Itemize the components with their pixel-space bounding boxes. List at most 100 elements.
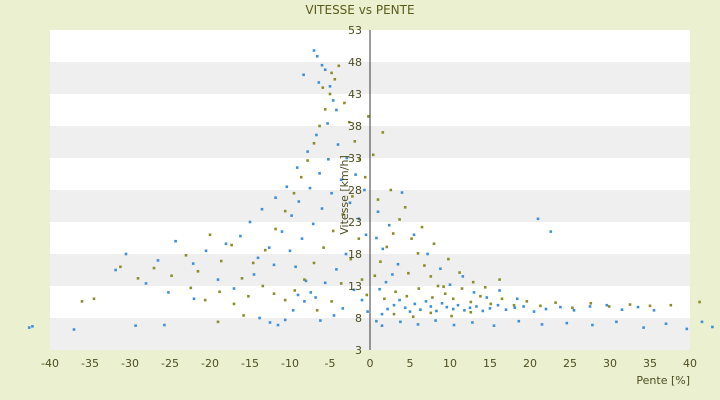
data-point	[272, 292, 276, 295]
data-point	[605, 303, 609, 307]
data-point	[283, 318, 287, 322]
data-point	[513, 306, 517, 310]
data-point	[297, 200, 301, 203]
data-point	[378, 287, 381, 291]
data-point	[320, 63, 324, 67]
data-point	[400, 191, 404, 194]
data-point	[698, 300, 701, 304]
data-point	[295, 166, 299, 169]
data-point	[318, 172, 321, 175]
data-point	[321, 86, 325, 89]
data-point	[416, 323, 420, 326]
data-point	[405, 294, 409, 298]
y-tick-label: 53	[348, 24, 362, 37]
data-point	[335, 108, 338, 112]
data-point	[283, 298, 287, 302]
data-point	[156, 259, 160, 262]
data-point	[31, 325, 34, 328]
data-point	[196, 269, 200, 273]
data-point	[192, 297, 196, 301]
data-point	[328, 85, 332, 88]
data-point	[386, 307, 389, 311]
data-point	[341, 213, 345, 216]
data-point	[394, 290, 397, 294]
data-point	[216, 278, 220, 281]
data-point	[323, 281, 327, 285]
data-point	[426, 252, 429, 256]
data-point	[385, 245, 389, 249]
data-point	[363, 188, 366, 192]
data-point	[319, 319, 322, 322]
data-point	[331, 229, 335, 233]
data-point	[251, 261, 255, 265]
data-point	[174, 239, 177, 243]
data-point	[240, 277, 244, 280]
data-point	[456, 303, 460, 307]
data-point	[429, 275, 433, 278]
x-axis-title: Pente [%]	[636, 374, 690, 387]
y-tick-label: 13	[348, 280, 362, 293]
data-point	[589, 301, 593, 305]
data-point	[300, 237, 304, 240]
data-point	[268, 321, 272, 324]
data-point	[403, 306, 407, 310]
data-point	[299, 175, 303, 179]
data-point	[498, 278, 501, 281]
data-point	[525, 300, 529, 303]
data-point	[572, 309, 576, 312]
y-tick-label: 48	[348, 56, 362, 69]
data-point	[365, 293, 369, 297]
data-point	[451, 297, 455, 301]
data-point	[323, 108, 327, 111]
data-point	[357, 217, 361, 221]
data-point	[380, 324, 384, 327]
data-point	[312, 261, 316, 265]
data-point	[458, 271, 461, 274]
data-point	[347, 120, 351, 124]
data-point	[445, 305, 449, 309]
data-point	[398, 218, 401, 221]
data-point	[432, 242, 436, 246]
data-point	[364, 233, 368, 237]
data-point	[403, 205, 407, 209]
data-point	[434, 319, 437, 322]
data-point	[315, 133, 318, 137]
data-point	[274, 196, 277, 199]
data-point	[571, 306, 574, 310]
data-point	[152, 266, 156, 270]
data-point	[375, 319, 378, 323]
x-tick-label: 20	[523, 357, 537, 370]
data-point	[544, 307, 548, 311]
data-point	[448, 283, 452, 287]
data-point	[170, 274, 173, 278]
data-point	[252, 273, 256, 276]
data-point	[424, 300, 428, 303]
data-point	[272, 263, 276, 267]
data-point	[341, 307, 345, 310]
y-tick-labels: 53 48 43 38 33 28 23 18 13 8 3	[348, 24, 362, 357]
x-tick-label: -25	[161, 357, 179, 370]
data-point	[472, 291, 476, 294]
data-point	[607, 305, 611, 308]
data-point	[291, 309, 295, 312]
data-point	[522, 305, 525, 308]
data-point	[664, 322, 668, 326]
data-point	[412, 233, 416, 237]
data-point	[330, 300, 333, 303]
x-tick-label: -10	[281, 357, 299, 370]
data-point	[363, 175, 367, 179]
x-tick-labels: -40 -35 -30 -25 -20 -15 -10 -5 0 5 10 15 20 25 30 35 40	[41, 357, 697, 370]
data-point	[620, 308, 624, 311]
data-point	[559, 305, 562, 309]
data-point	[540, 323, 544, 326]
data-point	[442, 285, 445, 288]
x-tick-label: -5	[325, 357, 336, 370]
data-point	[642, 326, 645, 329]
data-point	[420, 225, 424, 229]
data-point	[483, 285, 487, 289]
data-point	[463, 309, 466, 312]
y-tick-label: 3	[355, 344, 362, 357]
data-point	[389, 188, 393, 192]
x-tick-label: 5	[407, 357, 414, 370]
data-point	[539, 304, 542, 308]
